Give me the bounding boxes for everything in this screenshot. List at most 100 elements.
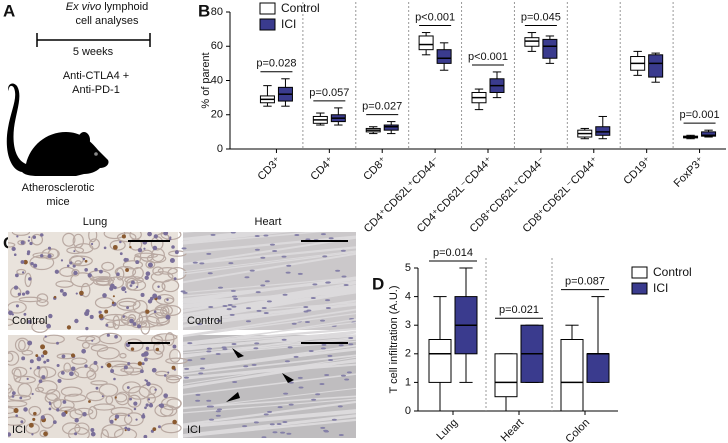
box [494,353,518,398]
nucleus [137,361,143,366]
tissue [86,369,97,380]
tissue [59,406,76,412]
nucleus [116,272,120,277]
nucleus [198,372,204,375]
tissue [45,389,61,401]
nucleus [90,428,95,432]
nucleus [320,426,326,429]
nucleus [91,339,94,342]
fiber [182,330,356,351]
y-tick-label: 20 [211,109,223,121]
nucleus [145,309,150,314]
nucleus [98,310,102,314]
nucleus [126,306,130,310]
tissue [16,268,27,275]
nucleus [206,405,212,408]
nucleus [33,263,38,268]
nucleus [130,347,135,351]
nucleus [46,358,50,363]
nucleus [253,421,259,424]
x-tick-label: FoxP3⁺ [672,155,707,190]
nucleus [145,346,150,351]
tissue [37,380,58,394]
nucleus [232,295,238,298]
y-tick-label: 1 [405,376,411,388]
nucleus [144,275,149,280]
heading-rest: lymphoid [104,1,148,13]
tissue [60,386,83,397]
nucleus [31,392,34,396]
nucleus [254,235,260,238]
tissue [108,412,133,427]
nucleus [269,423,275,426]
nucleus [207,272,213,275]
nucleus [140,292,145,297]
nucleus [79,290,84,296]
nucleus [263,413,269,416]
nucleus [57,378,62,383]
nucleus [56,341,59,345]
nucleus [182,291,188,294]
nucleus [165,314,171,320]
nucleus [261,307,267,310]
tissue [34,386,45,393]
fiber [182,356,356,385]
tissue [8,416,26,426]
nucleus [62,400,67,404]
nucleus [263,234,269,237]
nucleus [276,422,282,425]
fiber [182,347,356,373]
nucleus [36,365,41,370]
nucleus [320,347,326,350]
tissue [155,370,170,377]
nucleus [133,407,137,411]
nucleus [168,237,172,241]
tissue [62,232,76,247]
nucleus [272,431,278,434]
box [595,126,611,136]
nucleus [206,350,212,353]
p-value: p=0.057 [309,87,349,99]
tissue [14,375,36,384]
fiber [182,232,283,244]
nucleus [119,240,122,244]
row-label: ICI [12,424,26,436]
nucleus [283,392,289,395]
nucleus [28,277,32,281]
nucleus [195,399,201,402]
nucleus [303,305,309,308]
fiber [182,280,356,297]
nucleus [229,313,235,316]
nucleus [305,238,311,241]
legend-label: Control [281,1,320,15]
tissue [8,301,27,314]
fiber [182,327,356,345]
nucleus [143,357,148,362]
legend-label: ICI [281,17,296,31]
tissue [126,279,147,291]
nucleus [231,342,237,345]
nucleus [90,431,96,437]
nucleus [23,259,28,265]
tissue [101,261,115,271]
nucleus [157,295,162,300]
p-value: p=0.001 [680,109,720,121]
nucleus [233,297,239,300]
nucleus [206,399,212,402]
nucleus [11,246,16,252]
nucleus [266,300,272,303]
model: mice [46,196,69,208]
y-tick-label: 60 [211,40,223,52]
nucleus [48,402,52,406]
nucleus [344,378,350,381]
nucleus [85,326,89,331]
tissue [116,232,137,243]
tissue [11,232,31,236]
nucleus [297,376,303,379]
nucleus [98,313,104,319]
nucleus [171,245,175,249]
tissue [132,266,144,280]
nucleus [288,381,294,384]
nucleus [27,340,33,346]
